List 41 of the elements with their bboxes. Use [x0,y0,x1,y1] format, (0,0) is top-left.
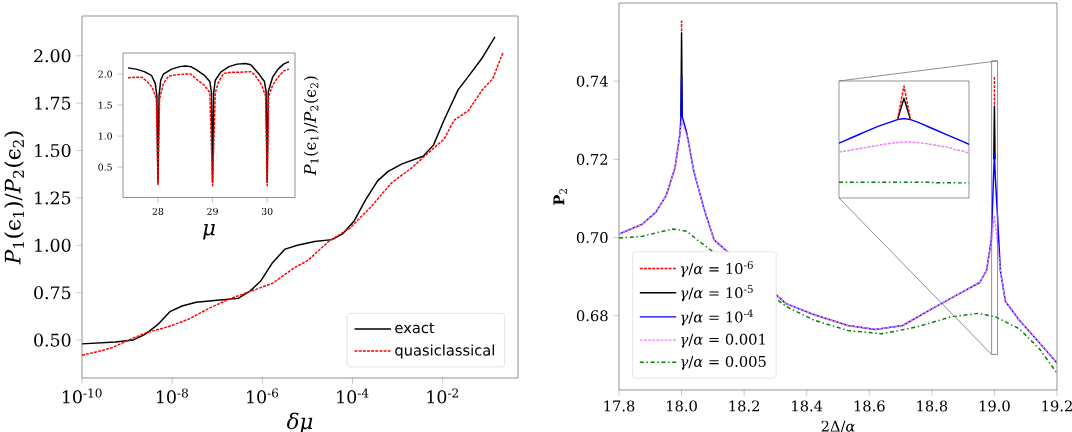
legend-label: γ/α = 0.005 [681,355,766,370]
x-axis-title: μ [203,224,215,240]
x-tick-label: 29 [207,207,218,215]
y-axis-title: P$_{2}$ [553,189,567,205]
x-tick-label: 10$^{-10}$ [62,388,102,404]
y-tick-label: 0.70 [576,232,608,244]
x-tick-label: 10$^{-2}$ [427,388,459,404]
x-tick-label: 17.8 [604,400,635,412]
x-tick-label: 18.8 [917,400,948,412]
y-tick-label: 2.00 [34,49,71,63]
y-tick-label: 1.25 [35,191,71,205]
legend-label: γ/α = 10$^{-6}$ [681,261,753,278]
y-tick-label: 1.75 [35,96,71,110]
legend-label: exact [395,322,435,334]
x-tick-label: 28 [152,207,164,215]
x-tick-label: 10$^{-4}$ [337,388,369,404]
x-tick-label: 18.6 [854,400,885,412]
y-tick-label: 0.75 [34,286,71,300]
x-tick-label: 10$^{-8}$ [157,388,188,404]
y-tick-label: 1.50 [35,144,71,158]
x-tick-label: 19.0 [979,400,1010,412]
legend-label: γ/α = 0.001 [681,333,765,348]
legend-label: γ/α = 10$^{-4}$ [681,309,754,326]
legend-label: quasiclassical [395,344,494,359]
y-tick-label: 2.0 [98,70,112,78]
y-tick-label: 0.74 [576,75,608,87]
x-tick-label: 19.2 [1042,400,1072,412]
legend-label: γ/α = 10$^{-5}$ [681,285,753,302]
y-tick-label: 1.5 [98,101,112,109]
x-axis-title: 2Δ/α [821,420,856,432]
x-tick-label: 10$^{-6}$ [247,388,279,404]
y-tick-label: 0.5 [98,163,112,171]
y-tick-label: 0.72 [576,153,608,165]
x-tick-label: 18.2 [729,400,760,412]
y-tick-label: 0.50 [34,333,71,347]
x-tick-label: 18.4 [792,400,823,412]
x-tick-label: 30 [261,207,273,215]
y-tick-label: 0.68 [576,310,608,322]
y-tick-label: 1.00 [35,238,71,252]
y-tick-label: 1.0 [98,132,112,140]
x-tick-label: 18.0 [667,400,697,412]
